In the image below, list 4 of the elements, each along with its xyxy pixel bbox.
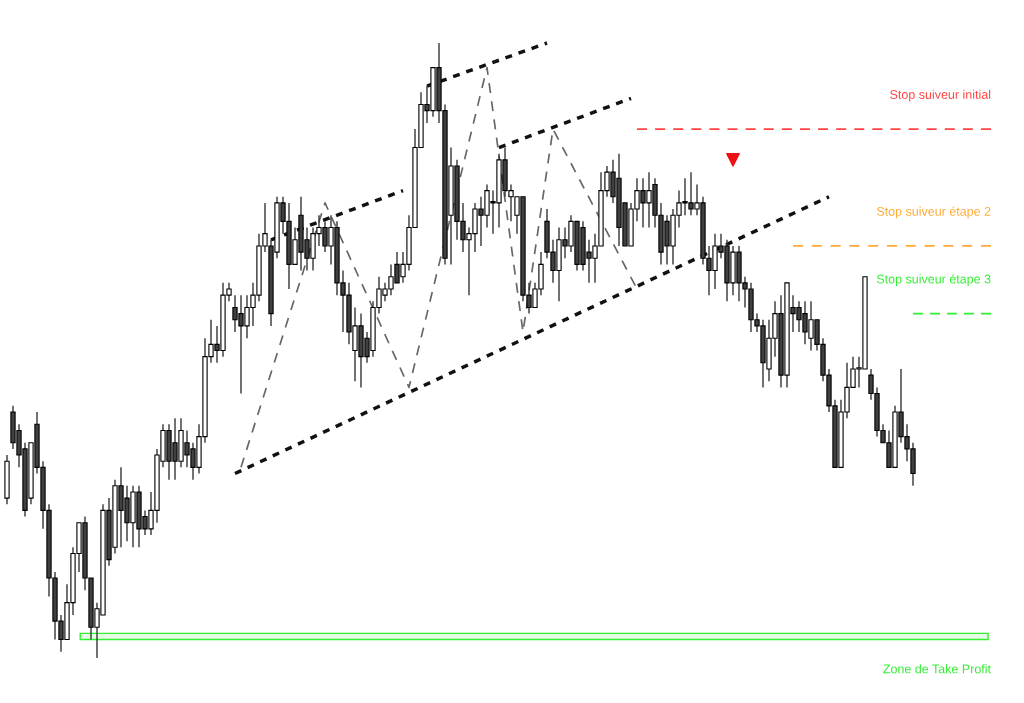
text: Stop suiveur étape 2 — [876, 206, 991, 219]
text: Stop suiveur initial — [890, 89, 991, 102]
band-label: Zone de Take Profit — [883, 664, 991, 674]
text: Stop suiveur étape 3 — [876, 274, 991, 286]
